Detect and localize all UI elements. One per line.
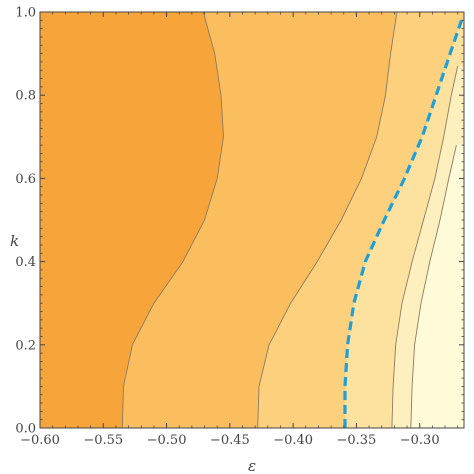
dashed-boundary-group (343, 19, 464, 428)
x-tick-label: −0.35 (336, 433, 376, 448)
region-5 (410, 145, 464, 428)
x-axis-ticks: −0.60 −0.55 −0.50 −0.45 −0.40 −0.35 −0.30 (20, 12, 459, 448)
contour-lines (121, 12, 459, 428)
contour-line-2 (257, 12, 398, 428)
x-tick-label: −0.60 (20, 433, 60, 448)
y-tick-label: 1.0 (15, 6, 36, 21)
y-tick-label: 0.4 (15, 255, 36, 270)
y-tick-label: 0.6 (15, 172, 36, 187)
y-axis-ticks: 0.0 0.2 0.4 0.6 0.8 1.0 (15, 6, 464, 437)
contour-line-4 (410, 144, 457, 428)
dashed-boundary-curve (343, 19, 464, 428)
y-tick-label: 0.8 (15, 89, 36, 104)
y-tick-label: 0.0 (15, 422, 36, 437)
contour-line-3 (391, 66, 459, 428)
y-axis-label: k (10, 232, 19, 250)
x-tick-label: −0.50 (147, 433, 187, 448)
x-tick-label: −0.30 (400, 433, 440, 448)
contour-line-1 (121, 12, 224, 428)
filled-regions (40, 12, 464, 428)
x-tick-label: −0.45 (210, 433, 250, 448)
x-axis-label: ε (248, 457, 256, 474)
y-tick-label: 0.2 (15, 338, 36, 353)
x-tick-label: −0.40 (273, 433, 313, 448)
x-tick-label: −0.55 (83, 433, 123, 448)
